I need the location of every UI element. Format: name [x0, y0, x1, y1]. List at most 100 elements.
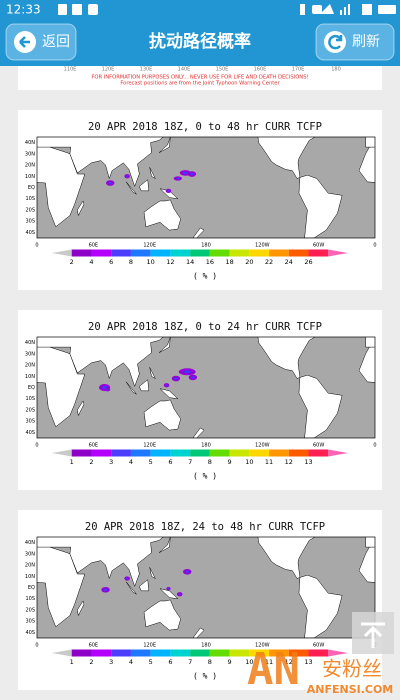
prob-area-core: [176, 177, 180, 180]
colorbar-arrow: [52, 249, 72, 257]
page-title: 扰动路径概率: [149, 31, 251, 52]
colorbar-swatch: [269, 449, 289, 457]
lat-label: 40N: [25, 140, 35, 146]
prob-area-core: [108, 181, 113, 185]
back-to-top-icon: [361, 622, 385, 648]
land: [37, 537, 375, 638]
lat-label: 20N: [25, 363, 35, 369]
lat-label: 20S: [25, 207, 35, 213]
lon-label: 60E: [89, 643, 99, 649]
colorbar-swatch: [288, 449, 309, 457]
lon-label: 60W: [313, 643, 324, 649]
lat-label: 30S: [25, 619, 35, 625]
prob-area-core: [103, 588, 108, 591]
land-shape: [365, 137, 375, 148]
land-shape: [125, 181, 137, 195]
colorbar-label: 4: [89, 258, 93, 266]
land-shape: [298, 174, 343, 238]
colorbar-label: 13: [304, 658, 312, 666]
land-shape: [149, 367, 156, 380]
land-shape: [192, 227, 205, 238]
land-shape: [257, 537, 316, 579]
lat-label: 40S: [25, 630, 35, 636]
colorbar-label: 12: [166, 258, 174, 266]
land-shape: [77, 200, 85, 217]
colorbar-unit: ( % ): [193, 672, 217, 681]
colorbar-label: 10: [147, 258, 155, 266]
lat-label: 20S: [25, 407, 35, 413]
colorbar-swatch: [209, 249, 230, 257]
colorbar-swatch: [249, 649, 270, 657]
colorbar-label: 24: [285, 258, 293, 266]
status-icons: [58, 4, 396, 15]
back-arrow: [19, 36, 30, 48]
land-shape: [37, 137, 164, 188]
lat-label: 40N: [25, 340, 35, 346]
colorbar-label: 6: [168, 658, 172, 666]
land-shape: [37, 145, 86, 228]
lon-label: 0: [35, 643, 38, 649]
map: 40N 30N 20N 10N EQ 10S 20S 30S 40S 0 60E 120E 180 120…: [25, 336, 377, 449]
land-shape: [298, 574, 343, 638]
colorbar-label: 2: [70, 258, 74, 266]
refresh-icon: [324, 31, 346, 53]
colorbar-swatch: [229, 249, 250, 257]
colorbar-label: 8: [208, 458, 212, 466]
lon-label: 0: [35, 243, 38, 249]
lat-label: 10N: [25, 574, 35, 580]
lat-label: 40N: [25, 540, 35, 546]
colorbar-swatch: [308, 249, 329, 257]
lat-label: 10S: [25, 596, 35, 602]
lat-label: 30N: [25, 551, 35, 557]
map-frame: [36, 136, 376, 239]
notice: FOR INFORMATION PURPOSES ONLY... NEVER U…: [91, 75, 308, 81]
map-title: 20 APR 2018 18Z, 0 to 24 hr CURR TCFP: [88, 321, 322, 333]
land-shape: [192, 627, 205, 638]
colorbar-swatch: [71, 249, 92, 257]
colorbar-swatch: [111, 449, 131, 457]
land-shape: [149, 167, 156, 180]
colorbar-label: 18: [225, 258, 233, 266]
colorbar-swatch: [288, 249, 309, 257]
refresh-label: 刷新: [352, 34, 380, 50]
colorbar-label: 6: [109, 258, 113, 266]
land: [37, 337, 375, 438]
land-shape: [192, 427, 205, 438]
colorbar-swatch: [91, 449, 112, 457]
colorbar-arrow: [328, 649, 348, 657]
colorbar-swatch: [170, 249, 191, 257]
lat-label: 40S: [25, 230, 35, 236]
lon-label: 60W: [313, 443, 324, 449]
prob-area-core: [167, 189, 170, 192]
colorbar-swatch: [170, 449, 191, 457]
lat-label: 30S: [25, 219, 35, 225]
colorbar-swatch: [71, 649, 92, 657]
colorbar-unit: ( % ): [193, 472, 217, 481]
watermark-en: ANFENSI.COM: [307, 683, 394, 696]
land: [37, 137, 375, 238]
colorbar-swatch: [111, 249, 131, 257]
back-label: 返回: [42, 34, 70, 50]
colorbar-swatch: [308, 649, 329, 657]
colorbar-label: 4: [129, 458, 133, 466]
colorbar-label: 8: [208, 658, 212, 666]
colorbar-swatch: [130, 649, 151, 657]
colorbar-label: 9: [228, 658, 232, 666]
colorbar-label: 26: [304, 258, 312, 266]
colorbar-label: 16: [206, 258, 214, 266]
lat-label: 20N: [25, 163, 35, 169]
land-shape: [158, 337, 171, 353]
land-shape: [125, 381, 137, 395]
prob-area-core: [190, 172, 194, 176]
colorbar-label: 11: [265, 458, 273, 466]
colorbar-label: 7: [188, 658, 192, 666]
lon-label: 60W: [313, 243, 324, 249]
colorbar-label: 4: [129, 658, 133, 666]
colorbar-swatch: [190, 249, 210, 257]
card: [18, 66, 382, 90]
map-frame: [36, 336, 376, 439]
lon-label: 160E: [254, 67, 267, 73]
watermark-logo: AN: [247, 644, 300, 695]
